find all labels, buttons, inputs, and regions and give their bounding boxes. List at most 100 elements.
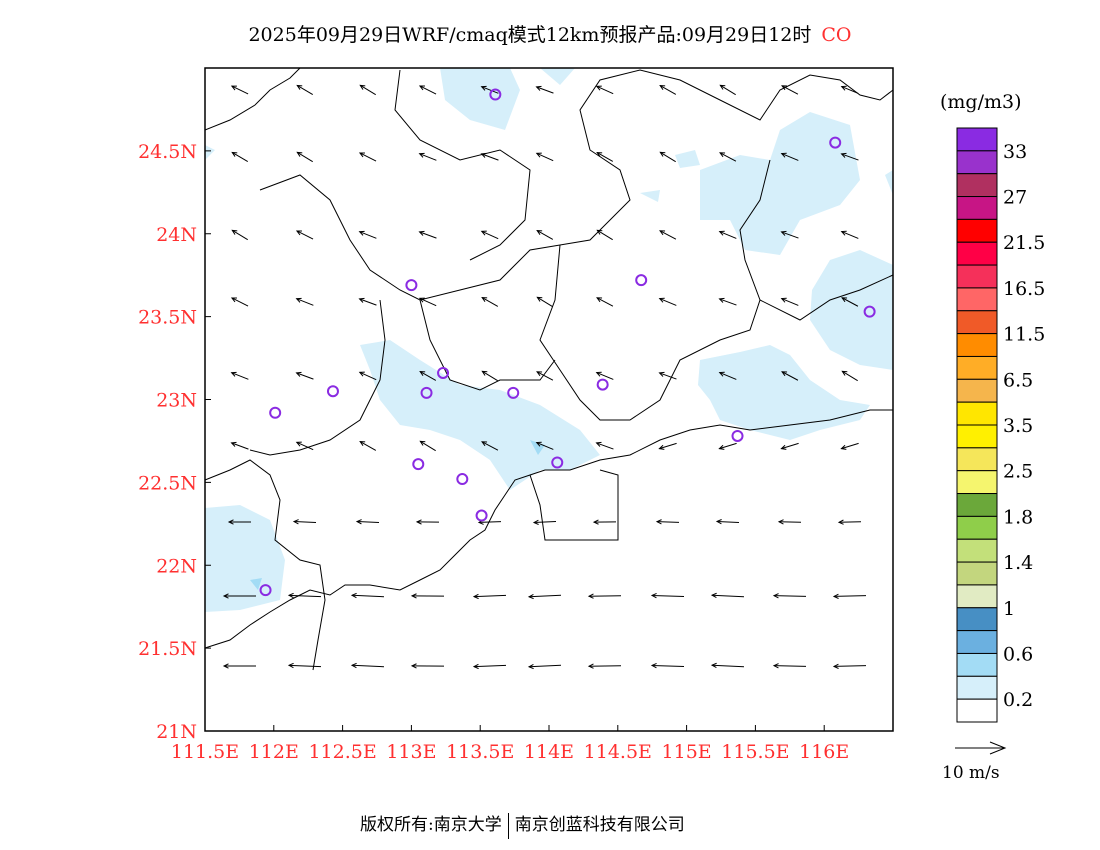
wind-arrow (532, 519, 557, 525)
wind-arrow (587, 593, 622, 599)
wind-arrow (718, 442, 737, 450)
wind-arrow (840, 152, 859, 161)
colorbar-swatch (956, 652, 998, 677)
wind-arrow (595, 441, 614, 450)
wind-arrow (480, 85, 499, 94)
colorbar-label: 2.5 (1003, 461, 1033, 483)
wind-arrow (596, 297, 614, 307)
wind-arrow (410, 593, 445, 599)
wind-arrow (659, 151, 676, 163)
colorbar-swatch (956, 264, 998, 289)
wind-arrow (296, 84, 314, 96)
wind-arrow (715, 519, 740, 525)
colorbar-swatch (956, 584, 998, 609)
station-marker (551, 456, 564, 469)
wind-arrow (472, 593, 507, 600)
wind-arrow (658, 442, 677, 450)
wind-arrow (780, 442, 799, 450)
wind-vectors (222, 84, 867, 670)
colorbar-swatch (956, 378, 998, 403)
wind-arrow (772, 663, 807, 669)
colorbar-swatch (956, 561, 998, 586)
station-marker (456, 473, 469, 486)
wind-arrow (480, 152, 499, 161)
copyright-footer: 版权所有:南京大学 南京创蓝科技有限公司 (360, 810, 685, 839)
wind-arrow (841, 370, 858, 382)
station-marker (635, 274, 648, 287)
wind-arrow (718, 371, 737, 380)
colorbar-label: 27 (1003, 187, 1027, 209)
y-tick-label: 24.5N (138, 141, 197, 163)
wind-arrow (650, 592, 685, 599)
station-markers (259, 88, 876, 597)
wind-arrow (718, 230, 737, 239)
wind-arrow (415, 519, 440, 525)
wind-arrow (358, 371, 377, 381)
shade-area (885, 170, 893, 195)
footer-divider (507, 812, 509, 839)
shade-area (530, 440, 545, 455)
colorbar-label: 0.2 (1003, 689, 1033, 711)
wind-arrow (359, 440, 377, 451)
colorbar-label: 1.8 (1003, 506, 1033, 528)
wind-arrow (418, 152, 437, 161)
wind-arrow (358, 230, 377, 239)
wind-arrow (481, 441, 499, 451)
wind-arrow (781, 85, 799, 95)
wind-arrow (659, 230, 677, 240)
x-tick-label: 116E (799, 741, 849, 763)
shade-area (205, 145, 215, 160)
station-marker (475, 509, 488, 522)
station-marker (507, 386, 520, 399)
colorbar-swatch (956, 675, 998, 700)
wind-arrow (418, 230, 437, 239)
footer-right: 南京创蓝科技有限公司 (514, 815, 685, 835)
province-border (204, 459, 326, 671)
shade-area (360, 340, 600, 490)
wind-arrow (777, 519, 802, 525)
x-tick-label: 115E (662, 741, 712, 763)
colorbar: 33 27 21.5 16.5 11.5 6.5 3.5 2.5 1.8 1.4 1 0.6 0.2 (956, 127, 1045, 723)
wind-arrow (535, 152, 554, 162)
wind-arrow (840, 442, 859, 450)
wind-arrow (718, 297, 737, 306)
district-border (394, 69, 531, 261)
x-axis: 111.5E 112E 112.5E 113E 113.5E 114E 114.5E 115E… (171, 725, 849, 763)
colorbar-swatch (956, 355, 998, 380)
shade-area (250, 578, 262, 590)
district-border (259, 69, 894, 301)
wind-arrow (296, 151, 313, 163)
wind-arrow (841, 297, 859, 307)
station-marker (829, 136, 842, 149)
wind-arrow (772, 593, 807, 599)
wind-arrow (658, 297, 677, 306)
station-marker (326, 385, 339, 398)
chart-title: 2025年09月29日WRF/cmaq模式12km预报产品:09月29日12时 C… (0, 20, 1100, 47)
wind-arrow (230, 441, 249, 450)
colorbar-swatch (956, 241, 998, 266)
wind-arrow (535, 441, 554, 450)
wind-arrow (587, 663, 622, 669)
colorbar-label: 1.4 (1003, 552, 1033, 574)
wind-arrow (358, 297, 377, 306)
colorbar-swatch (956, 698, 998, 723)
wind-arrow (840, 85, 859, 94)
wind-arrow (596, 229, 613, 241)
wind-arrow (227, 519, 251, 525)
wind-arrow (295, 297, 314, 306)
wind-arrow (292, 519, 317, 525)
station-marker (420, 386, 433, 399)
wind-arrow (295, 371, 314, 380)
wind-arrow (781, 371, 799, 381)
colorbar-swatch (956, 493, 998, 517)
colorbar-swatch (956, 173, 998, 198)
wind-arrow (780, 230, 799, 239)
wind-arrow (837, 519, 862, 525)
colorbar-swatch (956, 150, 998, 175)
shade-area (700, 112, 860, 255)
footer-left: 版权所有:南京大学 (360, 815, 502, 835)
x-tick-label: 112E (249, 741, 299, 763)
station-marker (731, 429, 744, 442)
colorbar-label: 1 (1003, 598, 1015, 620)
y-tick-label: 22N (156, 555, 197, 577)
